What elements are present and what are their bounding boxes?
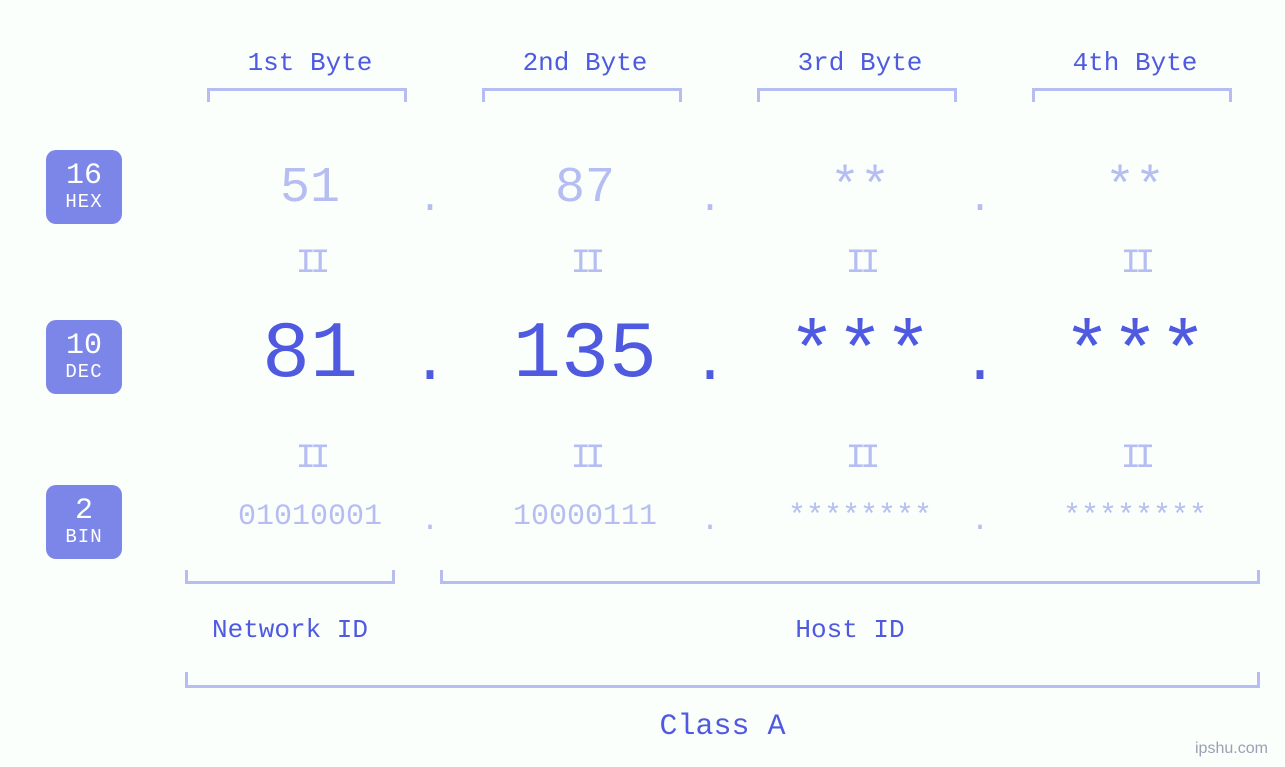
byte-bracket-1 (207, 88, 407, 102)
class-label: Class A (185, 710, 1260, 744)
bin-byte-1: 01010001 (185, 500, 435, 534)
equals-r1-c2: II (735, 440, 985, 478)
byte-bracket-3 (757, 88, 957, 102)
host-label: Host ID (440, 615, 1260, 645)
equals-r0-c0: II (185, 245, 435, 283)
byte-bracket-4 (1032, 88, 1232, 102)
bin-byte-2: 10000111 (460, 500, 710, 534)
badge-dec-num: 10 (66, 331, 102, 363)
badge-dec: 10 DEC (46, 320, 122, 394)
equals-r0-c1: II (460, 245, 710, 283)
dec-byte-4: *** (1010, 310, 1260, 401)
dec-dot-1: . (410, 330, 450, 398)
bin-dot-3: . (960, 505, 1000, 539)
byte-bracket-2 (482, 88, 682, 102)
hex-byte-1: 51 (185, 160, 435, 217)
equals-r0-c3: II (1010, 245, 1260, 283)
hex-dot-2: . (690, 178, 730, 223)
dec-byte-2: 135 (460, 310, 710, 401)
host-bracket (440, 570, 1260, 584)
class-bracket (185, 672, 1260, 688)
dec-byte-1: 81 (185, 310, 435, 401)
badge-hex-num: 16 (66, 161, 102, 193)
hex-dot-3: . (960, 178, 1000, 223)
byte-header-3: 3rd Byte (735, 48, 985, 78)
bin-byte-4: ******** (1010, 500, 1260, 534)
dec-byte-3: *** (735, 310, 985, 401)
badge-bin: 2 BIN (46, 485, 122, 559)
byte-header-4: 4th Byte (1010, 48, 1260, 78)
byte-header-1: 1st Byte (185, 48, 435, 78)
badge-dec-label: DEC (65, 363, 102, 383)
badge-hex: 16 HEX (46, 150, 122, 224)
hex-byte-4: ** (1010, 160, 1260, 217)
hex-dot-1: . (410, 178, 450, 223)
network-bracket (185, 570, 395, 584)
dec-dot-2: . (690, 330, 730, 398)
badge-bin-label: BIN (65, 528, 102, 548)
watermark: ipshu.com (1195, 740, 1268, 758)
equals-r0-c2: II (735, 245, 985, 283)
badge-bin-num: 2 (75, 496, 93, 528)
bin-byte-3: ******** (735, 500, 985, 534)
equals-r1-c0: II (185, 440, 435, 478)
network-label: Network ID (185, 615, 395, 645)
hex-byte-3: ** (735, 160, 985, 217)
badge-hex-label: HEX (65, 193, 102, 213)
equals-r1-c1: II (460, 440, 710, 478)
bin-dot-1: . (410, 505, 450, 539)
hex-byte-2: 87 (460, 160, 710, 217)
equals-r1-c3: II (1010, 440, 1260, 478)
dec-dot-3: . (960, 330, 1000, 398)
bin-dot-2: . (690, 505, 730, 539)
byte-header-2: 2nd Byte (460, 48, 710, 78)
